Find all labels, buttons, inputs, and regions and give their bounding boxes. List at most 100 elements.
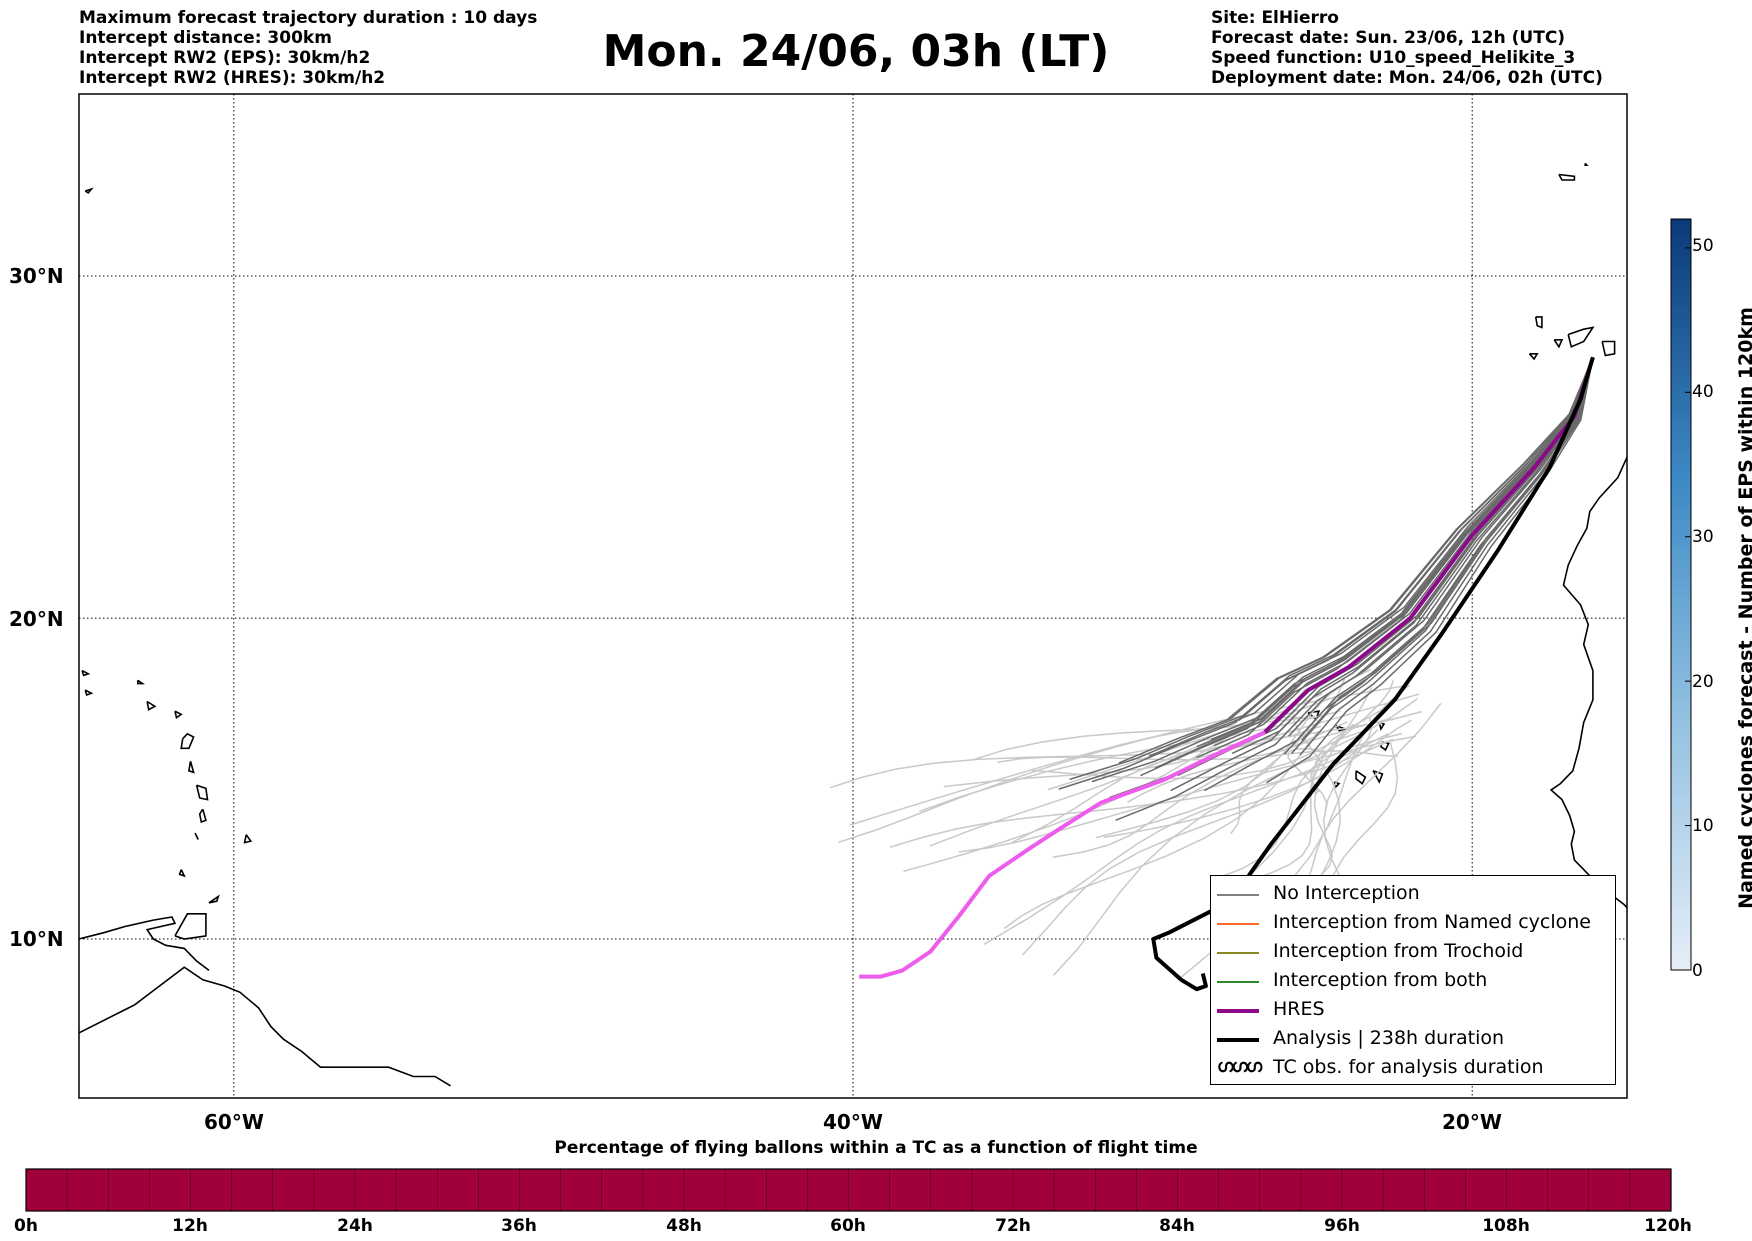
coastline — [187, 760, 195, 774]
pct-tick-60h: 60h — [830, 1216, 866, 1236]
legend: No Interception Interception from Named … — [1210, 875, 1616, 1085]
cbar-tick-30: 30 — [1692, 527, 1714, 547]
coastline — [174, 710, 183, 720]
lon-label-20w: 20°W — [1442, 1110, 1502, 1134]
coastline — [1567, 326, 1595, 348]
speed-function-text: Speed function: U10_speed_Helikite_3 — [1211, 48, 1576, 68]
legend-item-no-interception: No Interception — [1211, 880, 1615, 909]
cbar-tick-50: 50 — [1692, 236, 1714, 256]
map-frame — [78, 93, 1628, 1099]
intercept-eps-text: Intercept RW2 (EPS): 30km/h2 — [79, 48, 371, 68]
coastline — [48, 669, 60, 684]
intercept-hres-text: Intercept RW2 (HRES): 30km/h2 — [79, 68, 386, 88]
header-left: Maximum forecast trajectory duration : 1… — [79, 8, 537, 88]
eps-light-trajectory — [983, 733, 1389, 945]
coastline — [1549, 455, 1627, 909]
legend-label: TC obs. for analysis duration — [1273, 1056, 1544, 1078]
coastline — [1558, 173, 1576, 181]
intercept-distance-text: Intercept distance: 300km — [79, 28, 332, 48]
legend-label: Interception from Named cyclone — [1273, 911, 1591, 933]
site-text: Site: ElHierro — [1211, 8, 1339, 28]
max-duration-text: Maximum forecast trajectory duration : 1… — [79, 8, 538, 28]
eps-dark-trajectory — [1069, 357, 1594, 781]
legend-swatch — [1217, 923, 1259, 925]
eps-light-trajectory — [943, 693, 1420, 788]
legend-swatch — [1217, 894, 1259, 896]
hres-trajectory-late — [859, 730, 1266, 979]
coastline — [243, 834, 253, 844]
cyclone-colorbar — [1670, 218, 1692, 971]
legend-label: Interception from both — [1273, 969, 1488, 991]
eps-light-trajectory — [889, 738, 1394, 848]
legend-label: Analysis | 238h duration — [1273, 1027, 1505, 1049]
coastline — [137, 679, 146, 685]
eps-dark-trajectory — [1288, 357, 1594, 737]
coastline — [1335, 724, 1349, 732]
pct-tick-72h: 72h — [995, 1216, 1031, 1236]
cbar-tick-0: 0 — [1692, 961, 1703, 981]
pct-tick-84h: 84h — [1159, 1216, 1195, 1236]
eps-dark-trajectory — [1299, 357, 1594, 756]
pct-tick-36h: 36h — [501, 1216, 537, 1236]
coastline — [146, 700, 157, 711]
eps-dark-trajectory — [1148, 357, 1594, 757]
coastline — [178, 869, 186, 878]
cbar-tick-10: 10 — [1692, 816, 1714, 836]
legend-item-trochoid: Interception from Trochoid — [1211, 938, 1615, 967]
lat-label-20: 20°N — [9, 607, 64, 631]
lon-label-40w: 40°W — [823, 1110, 883, 1134]
forecast-date-text: Forecast date: Sun. 23/06, 12h (UTC) — [1211, 28, 1566, 48]
eps-light-trajectory — [1003, 730, 1319, 930]
lon-label-60w: 60°W — [204, 1110, 264, 1134]
coastline — [1584, 162, 1589, 166]
eps-light-trajectory — [1287, 747, 1328, 811]
deployment-date-text: Deployment date: Mon. 24/06, 02h (UTC) — [1211, 68, 1603, 88]
pct-tick-0h: 0h — [14, 1216, 38, 1236]
cbar-tick-20: 20 — [1692, 672, 1714, 692]
legend-label: No Interception — [1273, 882, 1420, 904]
legend-item-hres: HRES — [1211, 996, 1615, 1025]
eps-light-trajectory — [958, 735, 1417, 853]
legend-item-both: Interception from both — [1211, 967, 1615, 996]
legend-label: HRES — [1273, 998, 1325, 1020]
coastline — [198, 808, 207, 824]
coastlines — [48, 162, 1663, 1087]
pct-tick-48h: 48h — [666, 1216, 702, 1236]
cyclone-colorbar-ticks — [1685, 247, 1691, 971]
coastline — [1601, 340, 1616, 357]
eps-dark-trajectory — [1154, 357, 1594, 769]
coastline — [1528, 353, 1539, 361]
eps-light-trajectory — [1313, 687, 1373, 876]
eps-light-trajectory — [1052, 717, 1391, 859]
main-trajectories — [859, 356, 1595, 992]
percentage-bar-title: Percentage of flying ballons within a TC… — [554, 1138, 1198, 1158]
coastline — [81, 669, 91, 677]
coastline — [1643, 320, 1663, 345]
coastline — [84, 689, 94, 697]
coastline — [1553, 339, 1564, 349]
coastline — [79, 966, 451, 1087]
coastline — [194, 832, 199, 840]
page-title: Mon. 24/06, 03h (LT) — [602, 26, 1110, 77]
lat-label-30: 30°N — [9, 264, 64, 288]
pct-tick-120h: 120h — [1644, 1216, 1692, 1236]
coastline — [195, 784, 209, 801]
eps-dark-trajectory — [1196, 357, 1594, 748]
lat-label-10: 10°N — [9, 927, 64, 951]
pct-tick-108h: 108h — [1482, 1216, 1530, 1236]
eps-dark-trajectory — [1266, 357, 1594, 784]
pct-tick-24h: 24h — [337, 1216, 373, 1236]
legend-swatch — [1217, 981, 1259, 983]
coastline — [208, 894, 220, 904]
coastline — [174, 913, 207, 940]
legend-item-named-cyclone: Interception from Named cyclone — [1211, 909, 1615, 938]
legend-item-analysis: Analysis | 238h duration — [1211, 1025, 1615, 1054]
eps-dark-trajectory — [1227, 357, 1594, 720]
eps-light-trajectory — [1233, 723, 1355, 889]
legend-swatch — [1217, 1038, 1259, 1042]
legend-swatch — [1217, 1009, 1259, 1013]
pct-tick-12h: 12h — [172, 1216, 208, 1236]
eps-light-trajectory — [838, 685, 1404, 844]
analysis-trajectory — [1151, 356, 1595, 992]
coastline — [180, 732, 195, 750]
